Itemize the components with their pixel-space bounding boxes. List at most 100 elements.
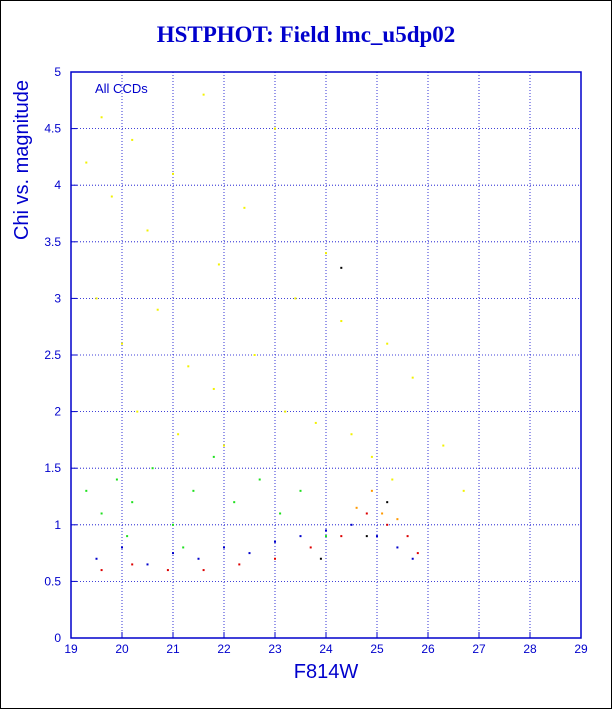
data-point-yellow [100,116,103,119]
data-point-yellow [212,387,215,390]
data-point-yellow [274,127,276,130]
data-point-green [85,489,88,492]
x-tick-label: 19 [64,642,78,656]
data-point-yellow [243,206,246,209]
y-tick-label: 5 [54,65,61,79]
x-tick-label: 25 [370,642,384,656]
x-tick-label: 22 [217,642,231,656]
data-point-orange [355,506,358,509]
data-point-red [238,563,241,566]
data-point-red [166,569,169,572]
data-point-yellow [131,138,134,141]
data-point-orange [370,489,373,492]
data-point-green [126,535,129,538]
data-point-black [340,266,343,269]
y-tick-label: 2.5 [44,348,61,362]
data-point-yellow [391,478,394,481]
data-point-green [299,489,302,492]
y-tick-label: 2 [54,405,61,419]
y-tick-label: 1.5 [44,461,61,475]
data-point-blue [350,523,353,526]
chart-title: HSTPHOT: Field lmc_u5dp02 [156,22,456,47]
data-point-green [131,501,134,504]
data-point-red [365,512,368,515]
data-point-blue [197,557,200,560]
data-point-green [279,512,282,515]
data-point-yellow [325,252,327,255]
data-point-green [325,535,327,538]
data-point-yellow [442,444,445,447]
data-point-yellow [172,172,174,175]
y-tick-label: 4.5 [44,122,61,136]
data-point-green [192,489,195,492]
data-point-red [202,569,205,572]
data-point-yellow [146,229,149,232]
data-point-yellow [411,376,414,379]
data-point-yellow [217,263,220,266]
data-point-yellow [85,161,88,164]
data-point-yellow [223,444,225,447]
data-point-yellow [95,297,98,300]
data-point-blue [274,540,276,543]
x-axis-label: F814W [294,661,359,683]
data-point-black [319,557,322,560]
data-point-yellow [110,195,113,198]
data-point-orange [381,512,384,515]
data-point-red [416,552,419,555]
x-tick-label: 26 [421,642,435,656]
annotation-all-ccds: All CCDs [95,81,148,96]
data-point-yellow [177,433,180,436]
data-point-blue [411,557,414,560]
data-point-red [131,563,134,566]
data-point-orange [396,518,399,521]
data-point-blue [121,546,123,549]
data-point-green [258,478,261,481]
data-point-green [172,523,174,526]
data-point-yellow [136,410,139,413]
x-tick-label: 23 [268,642,282,656]
data-point-yellow [187,365,190,368]
y-tick-label: 0 [54,631,61,645]
x-tick-label: 21 [166,642,180,656]
data-point-blue [172,552,174,555]
data-point-blue [299,535,302,538]
data-point-green [212,455,215,458]
y-tick-label: 0.5 [44,574,61,588]
data-point-red [406,535,409,538]
data-point-blue [325,529,327,532]
y-tick-label: 3 [54,291,61,305]
data-point-red [274,557,276,560]
data-point-blue [248,552,251,555]
x-tick-labels: 19 20 21 22 23 24 25 26 27 28 29 [64,632,588,656]
y-axis-label: Chi vs. magnitude [11,80,33,240]
data-point-yellow [202,93,205,96]
y-tick-label: 1 [54,518,61,532]
data-point-yellow [253,354,256,356]
data-point-black [386,501,389,504]
data-point-yellow [294,297,297,300]
data-point-yellow [314,421,317,424]
data-point-blue [376,535,378,538]
data-point-green [100,512,103,515]
data-point-yellow [462,489,465,492]
data-point-yellow [340,320,343,323]
x-tick-label: 27 [472,642,486,656]
x-tick-label: 20 [115,642,129,656]
data-point-yellow [121,342,123,345]
data-point-black [365,535,368,538]
data-point-red [386,523,389,526]
data-point-blue [223,546,225,549]
data-point-yellow [284,410,287,413]
data-point-red [100,569,103,572]
x-tick-label: 29 [574,642,588,656]
data-point-green [182,546,185,549]
data-point-green [151,467,154,470]
x-tick-label: 24 [319,642,333,656]
data-point-blue [146,563,149,566]
data-points [85,93,465,572]
data-point-red [340,535,343,538]
data-point-yellow [386,342,389,345]
y-tick-labels: 0 0.5 1 1.5 2 2.5 3 3.5 4 4.5 5 [44,65,77,645]
x-tick-label: 28 [523,642,537,656]
